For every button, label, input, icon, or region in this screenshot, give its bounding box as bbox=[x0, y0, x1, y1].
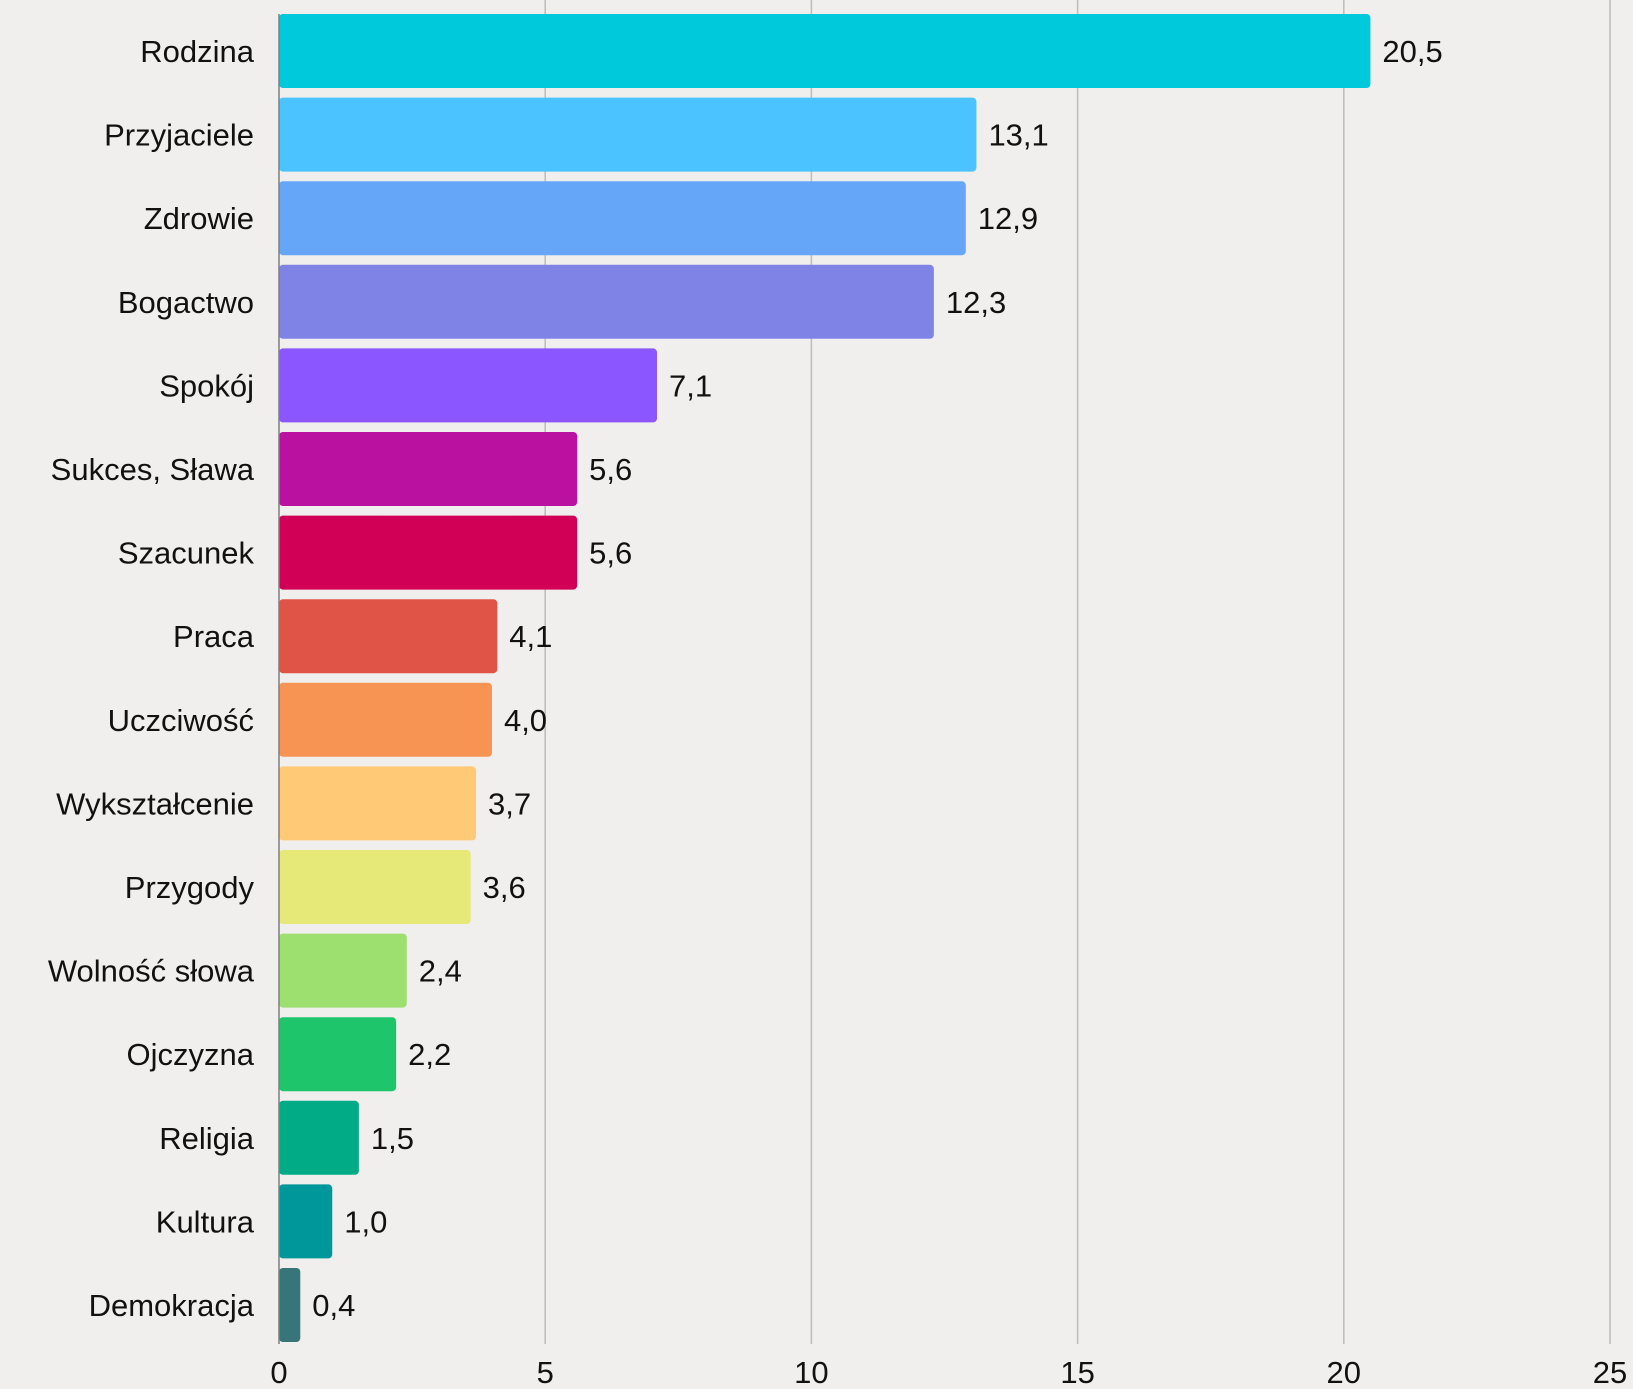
bar-10 bbox=[279, 766, 476, 841]
bar-14 bbox=[279, 1100, 359, 1175]
value-label: 2,2 bbox=[408, 1037, 451, 1072]
bar-12 bbox=[279, 933, 407, 1008]
value-label: 0,4 bbox=[312, 1288, 355, 1323]
value-label: 1,5 bbox=[371, 1121, 414, 1156]
bar-2 bbox=[279, 97, 977, 172]
bar-9 bbox=[279, 682, 492, 757]
bar-7 bbox=[279, 515, 578, 590]
bar-16 bbox=[279, 1268, 301, 1342]
category-label: Uczciwość bbox=[108, 703, 254, 738]
category-label: Przygody bbox=[125, 870, 255, 905]
category-label: Sukces, Sława bbox=[51, 452, 255, 487]
x-tick-label: 0 bbox=[270, 1355, 287, 1389]
category-label: Bogactwo bbox=[118, 285, 254, 320]
category-label: Wolność słowa bbox=[48, 954, 255, 989]
category-label: Przyjaciele bbox=[104, 118, 254, 153]
value-label: 4,0 bbox=[504, 703, 547, 738]
x-axis-ticks: 0 5 10 15 20 25 bbox=[270, 1355, 1627, 1389]
x-tick-label: 10 bbox=[794, 1355, 828, 1389]
value-label: 13,1 bbox=[988, 118, 1048, 153]
bar-8 bbox=[279, 599, 498, 674]
value-label: 5,6 bbox=[589, 452, 632, 487]
value-label: 12,9 bbox=[978, 201, 1038, 236]
category-label: Rodzina bbox=[140, 34, 254, 69]
category-label: Religia bbox=[159, 1121, 255, 1156]
value-label: 12,3 bbox=[946, 285, 1006, 320]
category-label: Praca bbox=[173, 619, 255, 654]
bar-5 bbox=[279, 348, 658, 423]
x-tick-label: 5 bbox=[537, 1355, 554, 1389]
bar-4 bbox=[279, 264, 934, 339]
x-tick-label: 20 bbox=[1327, 1355, 1361, 1389]
value-label: 2,4 bbox=[419, 954, 462, 989]
category-label: Zdrowie bbox=[144, 201, 254, 236]
category-label: Demokracja bbox=[89, 1288, 255, 1323]
bar-3 bbox=[279, 181, 966, 256]
value-labels: 20,5 13,1 12,9 12,3 7,1 5,6 5,6 4,1 4,0 3,7 3,6 2,4… bbox=[312, 34, 1442, 1323]
bar-13 bbox=[279, 1017, 397, 1092]
category-labels: Rodzina Przyjaciele Zdrowie Bogactwo Spokój S… bbox=[48, 34, 255, 1323]
x-tick-label: 15 bbox=[1060, 1355, 1094, 1389]
category-label: Szacunek bbox=[118, 536, 255, 571]
value-label: 1,0 bbox=[344, 1204, 387, 1239]
category-label: Ojczyzna bbox=[127, 1037, 255, 1072]
value-label: 3,6 bbox=[483, 870, 526, 905]
bar-15 bbox=[279, 1184, 333, 1259]
value-label: 7,1 bbox=[669, 368, 712, 403]
value-label: 5,6 bbox=[589, 536, 632, 571]
category-label: Spokój bbox=[159, 368, 254, 403]
value-label: 20,5 bbox=[1382, 34, 1442, 69]
bar-11 bbox=[279, 850, 471, 924]
x-tick-label: 25 bbox=[1593, 1355, 1627, 1389]
bars bbox=[279, 14, 1371, 1342]
category-label: Kultura bbox=[156, 1204, 255, 1239]
value-label: 4,1 bbox=[509, 619, 552, 654]
value-label: 3,7 bbox=[488, 786, 531, 821]
bar-1 bbox=[279, 14, 1371, 88]
category-label: Wykształcenie bbox=[56, 786, 254, 821]
bar-6 bbox=[279, 432, 578, 506]
